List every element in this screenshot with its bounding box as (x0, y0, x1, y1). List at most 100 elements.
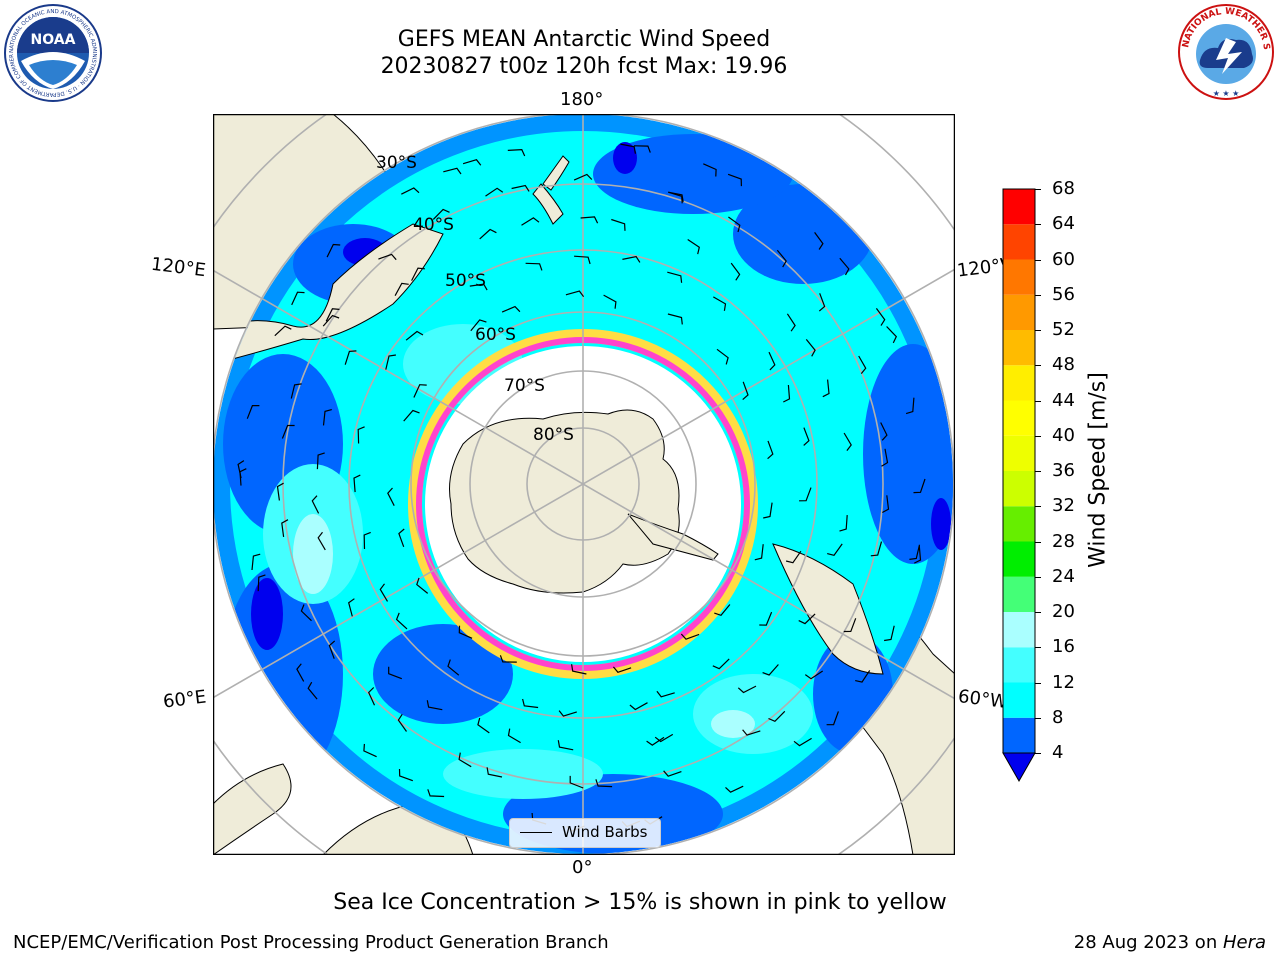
wind-barb (469, 283, 488, 291)
colorbar-bin-48-52 (1003, 330, 1035, 366)
wind-barb (595, 779, 613, 788)
wind-barb (703, 163, 717, 177)
wind-barb (477, 717, 490, 734)
wind-barb (913, 478, 926, 494)
wind-barb (507, 728, 521, 744)
colorbar-tick-mark (1035, 435, 1041, 437)
colorbar-tick-8: 8 (1052, 706, 1064, 728)
wind-barb (611, 218, 626, 231)
colorbar-tick-32: 32 (1052, 495, 1075, 517)
wind-barb (511, 184, 530, 192)
wind-barb (603, 294, 617, 309)
wind-barb (573, 173, 593, 181)
colorbar-tick-24: 24 (1052, 565, 1075, 587)
noaa-logo-text: NOAA (31, 32, 76, 48)
wind-barb (281, 519, 289, 537)
wind-barb (326, 243, 341, 258)
wind-barb (827, 543, 843, 556)
wind-barb (839, 515, 848, 532)
wind-barb (886, 326, 898, 344)
wind-barb (905, 397, 915, 415)
wind-barb (557, 740, 574, 751)
lat-label-80s: 80°S (533, 425, 574, 445)
wind-barb (387, 487, 395, 506)
wind-barb (730, 262, 741, 281)
wind-barb (521, 217, 540, 226)
wind-barb (479, 228, 497, 240)
wind-barb (281, 424, 295, 439)
colorbar-tick-mark (1035, 330, 1041, 331)
wind-barb (558, 710, 577, 717)
lon-label-upper-left: 120°E (149, 253, 207, 282)
wind-barb (569, 775, 584, 789)
colorbar-tick-mark (1035, 612, 1041, 613)
colorbar-bin-4-8 (1003, 717, 1035, 753)
footer-date: 28 Aug 2023 on (1073, 932, 1223, 953)
wind-barb (322, 409, 332, 426)
colorbar-bin-52-56 (1003, 294, 1035, 330)
colorbar-tick-60: 60 (1052, 248, 1075, 270)
wind-barb (458, 625, 473, 639)
colorbar-tick-36: 36 (1052, 460, 1075, 481)
footer-right: 28 Aug 2023 on Hera (1074, 932, 1266, 953)
wind-barb (768, 351, 776, 371)
wind-barb (759, 611, 773, 626)
wind-barb (237, 460, 245, 479)
wind-barb-legend-line (520, 832, 552, 833)
wind-barb (805, 339, 816, 357)
wind-barb (814, 232, 824, 250)
wind-barb (290, 383, 302, 399)
colorbar (1002, 188, 1036, 783)
wind-barb (501, 305, 521, 313)
wind-barb (378, 253, 397, 261)
wind-barb (447, 659, 460, 676)
lat-label-30s: 30°S (376, 153, 417, 173)
wind-barb (316, 452, 325, 470)
wind-barb (499, 655, 517, 663)
wind-barb (580, 216, 599, 224)
colorbar-tick-mark (1035, 753, 1041, 754)
wind-barb (803, 427, 810, 446)
wind-barb (325, 308, 340, 322)
wind-barb (353, 474, 361, 493)
wind-barb (411, 267, 425, 281)
colorbar-bin-16-20 (1003, 612, 1035, 648)
wind-barb (379, 583, 389, 602)
wind-barb (843, 432, 852, 451)
wind-barb (843, 618, 857, 633)
colorbar-tick-mark (1035, 541, 1041, 543)
wind-barb (571, 664, 587, 675)
wind-barb (403, 409, 420, 422)
wind-barb (427, 789, 445, 798)
wind-barb (768, 710, 786, 723)
wind-barb (742, 381, 749, 401)
lon-label-bottom: 0° (572, 857, 593, 878)
wind-barb (485, 187, 504, 197)
colorbar-tick-mark (1035, 471, 1041, 472)
wind-barb (317, 531, 326, 551)
wind-barb (311, 495, 320, 514)
colorbar-bin-20-24 (1003, 576, 1035, 612)
wind-barb (786, 313, 796, 332)
wind-barb (622, 255, 641, 263)
wind-barb (798, 613, 816, 625)
wind-barb (839, 257, 850, 276)
wind-barb (767, 440, 774, 460)
wind-barb (486, 767, 503, 778)
colorbar-tick-12: 12 (1052, 671, 1075, 693)
wind-barb (663, 770, 682, 777)
wind-barb (394, 282, 409, 296)
wind-barb (656, 690, 675, 698)
wind-barb (328, 640, 336, 659)
wind-barb (432, 208, 450, 220)
wind-barb (398, 528, 405, 548)
wind-barb (574, 255, 591, 265)
colorbar-bin-60-64 (1003, 224, 1035, 260)
wind-barb (799, 487, 812, 502)
wind-barb (725, 785, 744, 793)
chart-title: GEFS MEAN Antarctic Wind Speed (397, 27, 771, 52)
wind-barb (426, 700, 443, 711)
wind-barb (507, 148, 526, 157)
wind-barb (405, 330, 424, 341)
colorbar-tick-mark (1035, 400, 1041, 402)
